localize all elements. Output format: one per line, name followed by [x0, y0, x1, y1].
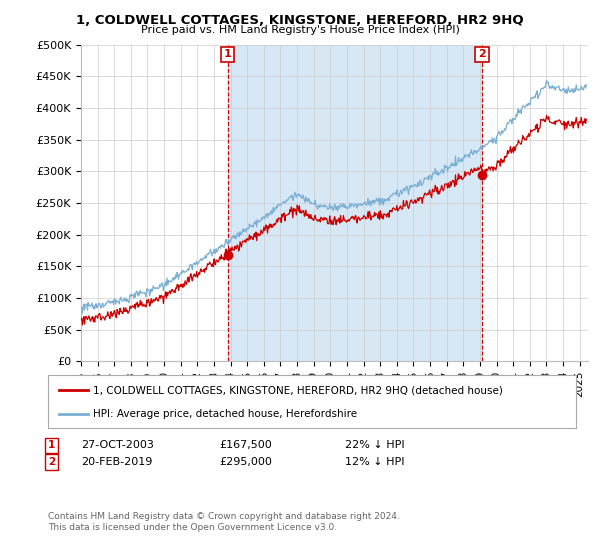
Text: £295,000: £295,000	[219, 457, 272, 467]
Text: HPI: Average price, detached house, Herefordshire: HPI: Average price, detached house, Here…	[93, 408, 357, 418]
Text: 2: 2	[48, 457, 55, 467]
Text: 1: 1	[224, 49, 232, 59]
Text: 1: 1	[48, 440, 55, 450]
Text: Price paid vs. HM Land Registry's House Price Index (HPI): Price paid vs. HM Land Registry's House …	[140, 25, 460, 35]
Text: 20-FEB-2019: 20-FEB-2019	[81, 457, 152, 467]
Text: 2: 2	[478, 49, 486, 59]
Text: Contains HM Land Registry data © Crown copyright and database right 2024.
This d: Contains HM Land Registry data © Crown c…	[48, 512, 400, 532]
Text: 1, COLDWELL COTTAGES, KINGSTONE, HEREFORD, HR2 9HQ (detached house): 1, COLDWELL COTTAGES, KINGSTONE, HEREFOR…	[93, 385, 503, 395]
Text: 22% ↓ HPI: 22% ↓ HPI	[345, 440, 404, 450]
Text: 12% ↓ HPI: 12% ↓ HPI	[345, 457, 404, 467]
Text: £167,500: £167,500	[219, 440, 272, 450]
Bar	[227, 45, 482, 361]
Text: 27-OCT-2003: 27-OCT-2003	[81, 440, 154, 450]
Text: 1, COLDWELL COTTAGES, KINGSTONE, HEREFORD, HR2 9HQ: 1, COLDWELL COTTAGES, KINGSTONE, HEREFOR…	[76, 14, 524, 27]
